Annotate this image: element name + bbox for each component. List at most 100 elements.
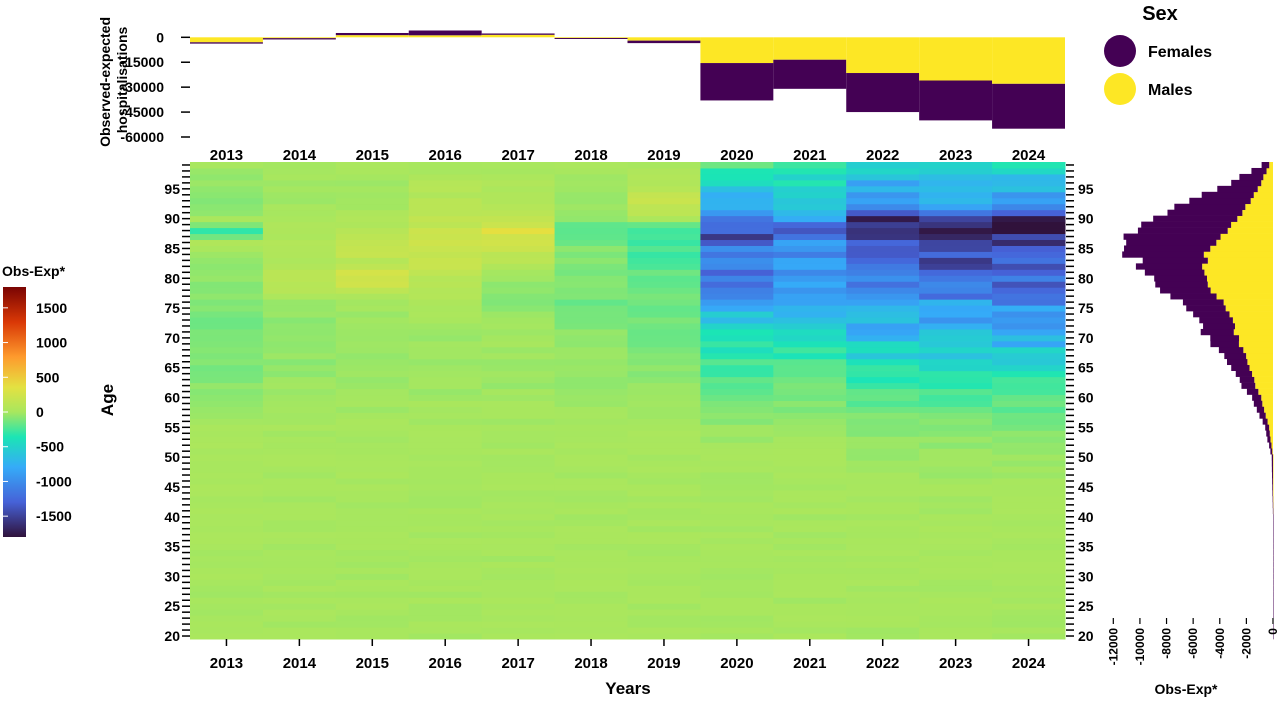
heatmap-cell [846, 233, 920, 241]
heatmap-cell [992, 233, 1066, 241]
heatmap-cell [262, 591, 337, 598]
heatmap-cell [554, 621, 628, 628]
heatmap-cell [554, 382, 628, 390]
heatmap-cell [262, 424, 337, 431]
heatmap-y-tick-label: 30 [164, 568, 180, 584]
heatmap-cell [992, 400, 1066, 407]
heatmap-cell [408, 489, 483, 497]
heatmap-cell [335, 311, 410, 318]
heatmap-cell [627, 251, 701, 258]
heatmap-cell [700, 436, 774, 443]
heatmap-cell [846, 257, 920, 264]
heatmap-cell [335, 185, 410, 193]
heatmap-cell [773, 615, 847, 622]
heatmap-cell [335, 317, 410, 324]
heatmap-cell [481, 203, 556, 211]
side-x-tick-label: -8000 [1160, 628, 1174, 659]
heatmap-cell [408, 460, 483, 467]
side-bar-females [1271, 460, 1273, 467]
colorbar-ticks: 1500 1000 500 0 -500 -1000 -1500 [3, 300, 72, 524]
top-bars [190, 30, 1065, 129]
heatmap-cell [554, 531, 628, 539]
side-bar-males [1204, 269, 1273, 276]
heatmap-cell [481, 406, 556, 413]
heatmap-cell [481, 287, 556, 294]
heatmap-cell [992, 609, 1066, 616]
side-bar-females [1160, 287, 1211, 294]
heatmap-cell [700, 269, 774, 276]
side-bar-males [1207, 275, 1273, 282]
side-bar-females [1259, 412, 1266, 419]
heatmap-cell [335, 507, 410, 515]
heatmap-cell [408, 418, 483, 425]
side-bar-females [1272, 472, 1273, 479]
heatmap-cell [627, 346, 701, 354]
heatmap-cell [262, 322, 337, 330]
heatmap-cell [190, 436, 264, 443]
heatmap-cell [262, 436, 337, 443]
heatmap-cell [919, 448, 993, 455]
heatmap-cell [190, 311, 264, 318]
side-bar-females [1201, 191, 1254, 199]
heatmap-cell [992, 495, 1066, 503]
side-bar-females [1273, 543, 1274, 550]
heatmap-cell [408, 454, 483, 461]
heatmap-cell [919, 549, 993, 557]
heatmap-cell [627, 627, 701, 634]
side-x-tick-label: 0 [1266, 628, 1280, 635]
heatmap-cell [262, 352, 337, 360]
heatmap-cell [262, 179, 337, 187]
heatmap-cell [627, 436, 701, 443]
heatmap-cell [627, 603, 701, 610]
top-x-tick-label: 2024 [1012, 147, 1046, 164]
side-bar-males [1272, 448, 1273, 455]
heatmap-cell [627, 185, 701, 193]
heatmap-cell [481, 299, 556, 306]
heatmap-cell [846, 519, 920, 527]
heatmap-cell [262, 615, 337, 622]
heatmap-cell [846, 495, 920, 503]
side-bar-males [1254, 376, 1273, 383]
heatmap-cell [627, 233, 701, 241]
side-bar-males [1264, 406, 1273, 413]
heatmap-cell [627, 406, 701, 413]
side-bar-males [1229, 311, 1273, 318]
heatmap-cell [262, 442, 337, 449]
heatmap-cell [992, 472, 1066, 479]
heatmap-cell [919, 424, 993, 431]
heatmap-cell [262, 412, 337, 419]
heatmap-cell [335, 603, 410, 610]
heatmap-cell [773, 340, 847, 348]
side-bar-females [1272, 489, 1273, 497]
heatmap-cell [773, 489, 847, 497]
side-y-tick-label: 20 [1078, 628, 1094, 644]
heatmap-cell [700, 311, 774, 318]
heatmap-cell [262, 460, 337, 467]
heatmap-cell [190, 400, 264, 407]
heatmap-cell [919, 507, 993, 515]
heatmap-cell [481, 251, 556, 258]
heatmap-cell [262, 311, 337, 318]
heatmap-cell [190, 191, 264, 199]
heatmap-cell [846, 162, 920, 169]
side-x-tick-label: -4000 [1213, 628, 1227, 659]
heatmap-cell [700, 507, 774, 515]
top-y-tick-label: -15000 [120, 54, 164, 70]
heatmap-cell [335, 221, 410, 229]
heatmap-cell [992, 448, 1066, 455]
side-bar-males [1263, 173, 1273, 181]
heatmap-cell [700, 460, 774, 467]
heatmap-cell [554, 478, 628, 485]
side-y-tick-label: 35 [1078, 539, 1094, 555]
heatmap-cell [773, 388, 847, 396]
heatmap-cell [190, 501, 264, 509]
heatmap-cell [992, 531, 1066, 539]
side-y-tick-label: 90 [1078, 211, 1094, 227]
heatmap-cell [700, 352, 774, 360]
legend-label-males: Males [1148, 82, 1193, 99]
heatmap-cell [262, 251, 337, 258]
heatmap-cell [627, 328, 701, 336]
side-bar-males [1273, 460, 1274, 467]
heatmap-cell [408, 555, 483, 562]
heatmap-cell [919, 519, 993, 527]
